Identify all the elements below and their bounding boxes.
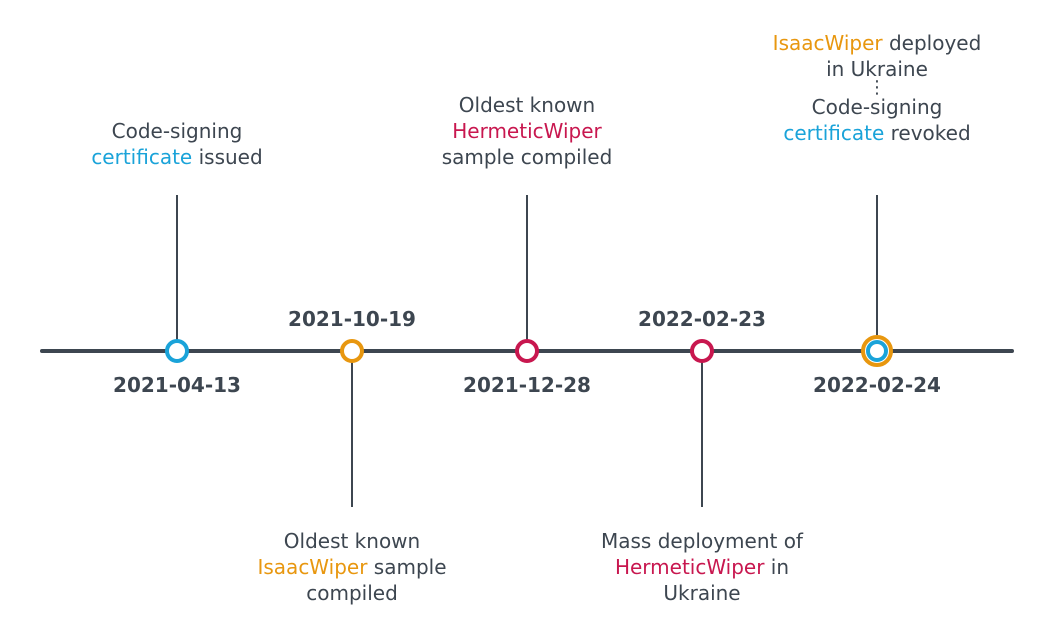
event-hermeticwiper-deployment: Mass deployment of HermeticWiper in Ukra…: [572, 528, 832, 606]
hermeticwiper-highlight: HermeticWiper: [452, 119, 602, 143]
event-line: sample compiled: [441, 145, 613, 169]
event-certificate-issued: Code-signing certificate issued: [47, 118, 307, 170]
isaacwiper-highlight: IsaacWiper: [257, 555, 368, 579]
marker-2022-02-23: [690, 339, 714, 363]
event-line: IsaacWiper sample: [222, 554, 482, 580]
event-line: in Ukraine: [826, 57, 928, 81]
event-line: certificate issued: [47, 144, 307, 170]
date-2021-12-28: 2021-12-28: [463, 373, 591, 397]
event-line: Code-signing: [111, 119, 243, 143]
event-line: Ukraine: [663, 581, 741, 605]
event-text: deployed: [882, 31, 982, 55]
event-line: IsaacWiper deployed: [747, 30, 1007, 56]
event-isaacwiper-compiled: Oldest known IsaacWiper sample compiled: [222, 528, 482, 606]
event-line: HermeticWiper in: [572, 554, 832, 580]
certificate-highlight: certificate: [783, 121, 885, 145]
event-text: in: [764, 555, 790, 579]
event-line: Code-signing: [811, 95, 943, 119]
vertical-ellipsis-icon: ⋮: [868, 77, 886, 98]
marker-2021-04-13: [165, 339, 189, 363]
event-line: compiled: [306, 581, 398, 605]
event-line: certificate revoked: [747, 120, 1007, 146]
event-hermeticwiper-compiled: Oldest known HermeticWiper sample compil…: [397, 92, 657, 170]
event-isaacwiper-deployed-certificate-revoked: IsaacWiper deployed in Ukraine ⋮ Code-si…: [747, 30, 1007, 146]
marker-2021-10-19: [340, 339, 364, 363]
hermeticwiper-highlight: HermeticWiper: [614, 555, 765, 579]
marker-2022-02-24-inner: [866, 340, 888, 362]
date-2021-04-13: 2021-04-13: [113, 373, 241, 397]
certificate-highlight: certificate: [91, 145, 193, 169]
marker-2021-12-28: [515, 339, 539, 363]
date-2021-10-19: 2021-10-19: [288, 307, 416, 331]
event-line: Mass deployment of: [601, 529, 803, 553]
date-2022-02-24: 2022-02-24: [813, 373, 941, 397]
date-2022-02-23: 2022-02-23: [638, 307, 766, 331]
event-text: sample: [367, 555, 447, 579]
isaacwiper-highlight: IsaacWiper: [772, 31, 883, 55]
event-line: Oldest known: [283, 529, 421, 553]
event-text: issued: [192, 145, 263, 169]
event-line: Oldest known: [458, 93, 596, 117]
event-text: revoked: [884, 121, 971, 145]
